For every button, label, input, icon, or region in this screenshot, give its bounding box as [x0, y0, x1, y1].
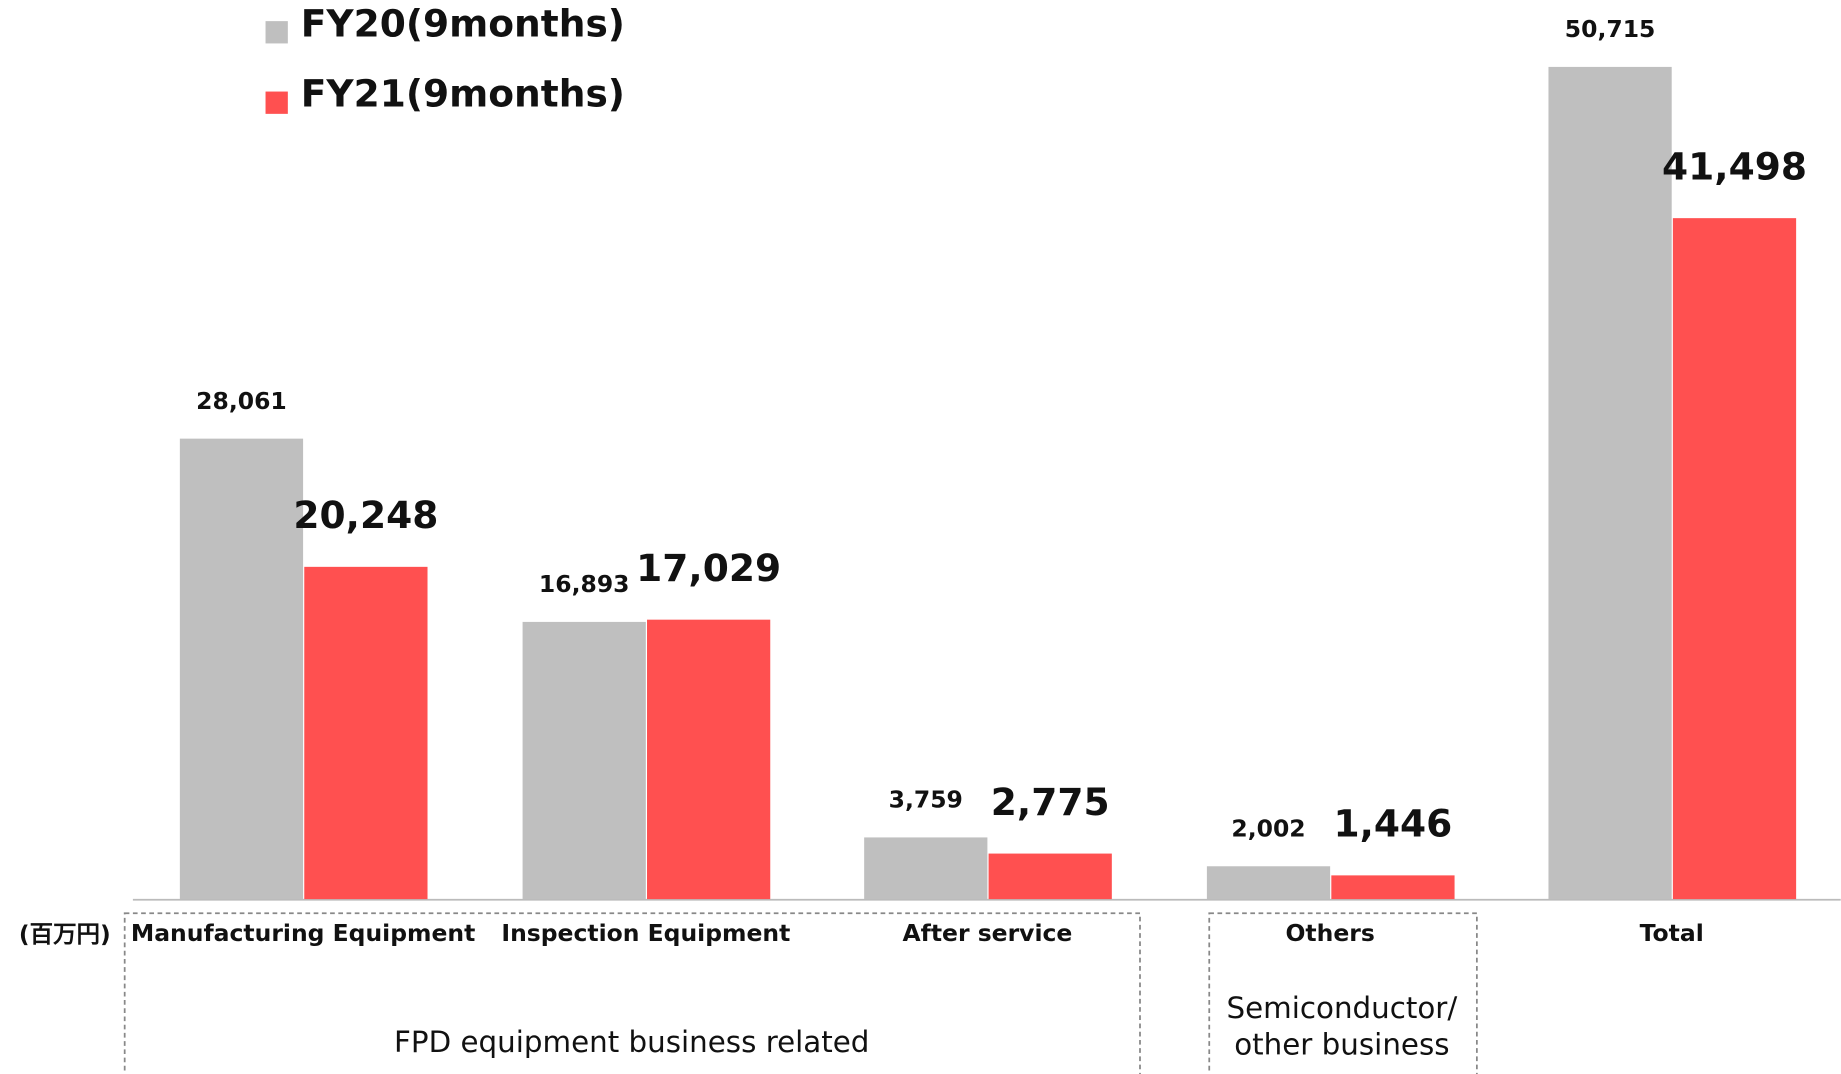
- group-box: [1208, 912, 1478, 1074]
- legend-swatch: [265, 21, 288, 44]
- x-tick-label: Total: [1640, 919, 1704, 947]
- bar: [1672, 218, 1797, 900]
- bar: [864, 837, 988, 900]
- data-label: 16,893: [539, 570, 630, 598]
- data-label: 1,446: [1334, 802, 1453, 846]
- group-label: Semiconductor/: [1227, 991, 1458, 1025]
- group-label: other business: [1234, 1027, 1449, 1061]
- data-label: 2,002: [1231, 814, 1305, 842]
- x-tick-label: Inspection Equipment: [501, 919, 790, 947]
- bar: [1331, 875, 1455, 900]
- bar: [522, 621, 646, 900]
- bar: [1206, 866, 1331, 900]
- group-box: [123, 912, 1141, 1074]
- data-label: 17,029: [636, 546, 781, 590]
- x-tick-label: Manufacturing Equipment: [131, 919, 475, 947]
- bar: [304, 566, 428, 900]
- data-label: 3,759: [889, 786, 963, 814]
- unit-label: (百万円): [19, 920, 111, 948]
- data-label: 2,775: [991, 780, 1110, 824]
- group-label: FPD equipment business related: [394, 1025, 869, 1059]
- legend-swatch: [265, 91, 288, 114]
- data-label: 20,248: [293, 493, 438, 537]
- data-label: 41,498: [1662, 144, 1807, 188]
- bar: [1548, 66, 1672, 900]
- legend-label: FY21(9months): [301, 72, 625, 116]
- bar: [988, 853, 1112, 900]
- x-tick-label: Others: [1285, 919, 1374, 947]
- bar: [179, 438, 304, 900]
- x-tick-label: After service: [902, 919, 1072, 947]
- legend-label: FY20(9months): [301, 1, 625, 45]
- bar: [647, 619, 771, 900]
- data-label: 50,715: [1565, 15, 1656, 43]
- data-label: 28,061: [196, 387, 287, 415]
